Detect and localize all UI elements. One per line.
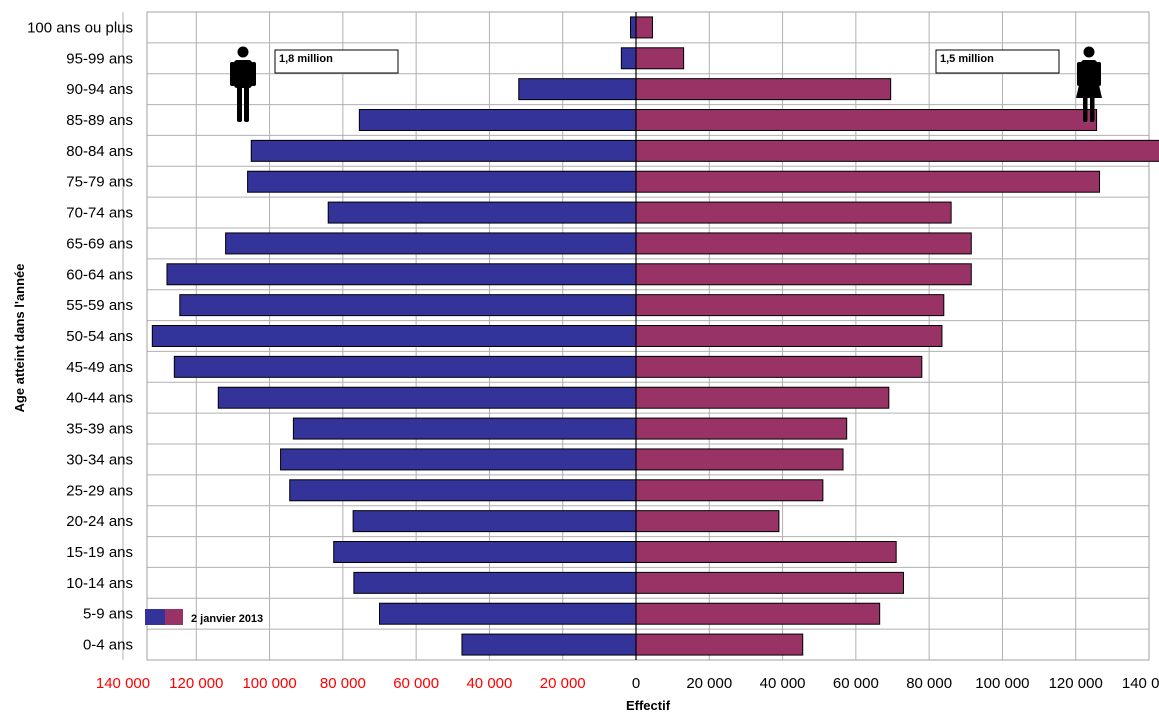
category-label: 65-69 ans <box>66 235 133 252</box>
category-label: 95-99 ans <box>66 50 133 67</box>
women-total-label: 1,5 million <box>940 53 994 65</box>
x-tick-labels: 140 000 120 000 100 000 80 000 60 000 40 000 2… <box>96 675 1159 692</box>
x-tick-label: 120 000 <box>169 675 223 692</box>
bar-women <box>635 170 1101 193</box>
x-tick-label: 20 000 <box>540 675 586 692</box>
category-label: 55-59 ans <box>66 297 133 314</box>
bar-women <box>635 201 952 224</box>
category-label: 30-34 ans <box>66 451 133 468</box>
y-axis-title: Age atteint dans l'année <box>12 263 27 412</box>
category-label: 0-4 ans <box>83 637 133 654</box>
bar-men <box>292 417 637 440</box>
category-label: 100 ans ou plus <box>27 19 133 36</box>
bar-men <box>620 47 637 70</box>
bar-women <box>635 386 890 409</box>
category-label: 25-29 ans <box>66 482 133 499</box>
x-axis-title: Effectif <box>626 698 671 713</box>
bar-women <box>635 448 844 471</box>
bar-men <box>247 170 637 193</box>
x-tick-label: 100 000 <box>242 675 296 692</box>
x-tick-label: 140 000 <box>1122 675 1159 692</box>
bar-women <box>635 109 1098 131</box>
x-tick-label: 0 <box>632 675 640 692</box>
bar-men <box>217 386 637 409</box>
bar-men <box>151 325 637 347</box>
category-label: 40-44 ans <box>66 390 133 407</box>
bar-men <box>225 232 637 255</box>
x-tick-label: 40 000 <box>466 675 512 692</box>
bar-men <box>250 139 637 162</box>
category-label: 80-84 ans <box>66 143 133 160</box>
bar-women <box>635 571 904 594</box>
man-icon <box>230 46 256 122</box>
x-tick-label: 40 000 <box>760 675 806 692</box>
category-label: 5-9 ans <box>83 606 133 623</box>
bar-women <box>635 232 972 255</box>
bar-women <box>635 78 892 101</box>
category-label: 70-74 ans <box>66 205 133 222</box>
bar-men <box>518 78 637 101</box>
bar-men <box>179 294 637 317</box>
bar-women <box>635 479 824 502</box>
bar-women <box>635 263 972 286</box>
category-labels: 0-4 ans 5-9 ans 10-14 ans 15-19 ans 20-24 an… <box>27 19 133 653</box>
bar-men <box>280 448 637 471</box>
bar-women <box>635 417 848 440</box>
category-label: 20-24 ans <box>66 513 133 530</box>
bar-men <box>630 16 637 39</box>
bar-men <box>166 263 637 286</box>
x-tick-label: 60 000 <box>393 675 439 692</box>
bar-women <box>635 325 943 347</box>
bar-women <box>635 294 945 317</box>
bar-women <box>635 139 1159 162</box>
category-label: 15-19 ans <box>66 544 133 561</box>
legend-label: 2 janvier 2013 <box>191 613 263 625</box>
category-label: 50-54 ans <box>66 328 133 345</box>
x-tick-label: 80 000 <box>320 675 366 692</box>
women-total-box <box>935 49 1060 74</box>
bar-men <box>352 510 637 533</box>
bar-men <box>327 201 637 224</box>
category-label: 10-14 ans <box>66 575 133 592</box>
category-label: 45-49 ans <box>66 359 133 376</box>
bar-women <box>635 633 804 656</box>
bar-women <box>635 355 923 378</box>
bar-women <box>635 47 685 70</box>
category-label: 85-89 ans <box>66 112 133 129</box>
x-tick-label: 60 000 <box>833 675 879 692</box>
bar-men <box>173 355 637 378</box>
men-total-label: 1,8 million <box>279 53 333 65</box>
category-label: 75-79 ans <box>66 174 133 191</box>
legend-swatch-women <box>165 609 183 625</box>
category-label: 90-94 ans <box>66 81 133 98</box>
bar-men <box>353 571 637 594</box>
bars <box>151 16 1159 656</box>
bar-women <box>635 602 881 625</box>
bar-women <box>635 510 780 533</box>
plot-frame <box>146 11 1150 661</box>
x-tick-label: 140 000 <box>96 675 150 692</box>
woman-icon <box>1076 46 1102 122</box>
bar-men <box>461 633 637 656</box>
category-label: 35-39 ans <box>66 421 133 438</box>
bar-men <box>333 541 637 563</box>
x-tick-label: 100 000 <box>975 675 1029 692</box>
x-tick-label: 20 000 <box>686 675 732 692</box>
category-label: 60-64 ans <box>66 266 133 283</box>
bar-men <box>379 602 637 625</box>
bar-men <box>358 109 637 131</box>
x-tick-label: 120 000 <box>1049 675 1103 692</box>
bar-women <box>635 16 653 39</box>
bar-women <box>635 541 897 563</box>
men-total-box <box>274 49 399 74</box>
legend-swatch-men <box>145 609 165 625</box>
bar-men <box>289 479 637 502</box>
x-tick-label: 80 000 <box>906 675 952 692</box>
